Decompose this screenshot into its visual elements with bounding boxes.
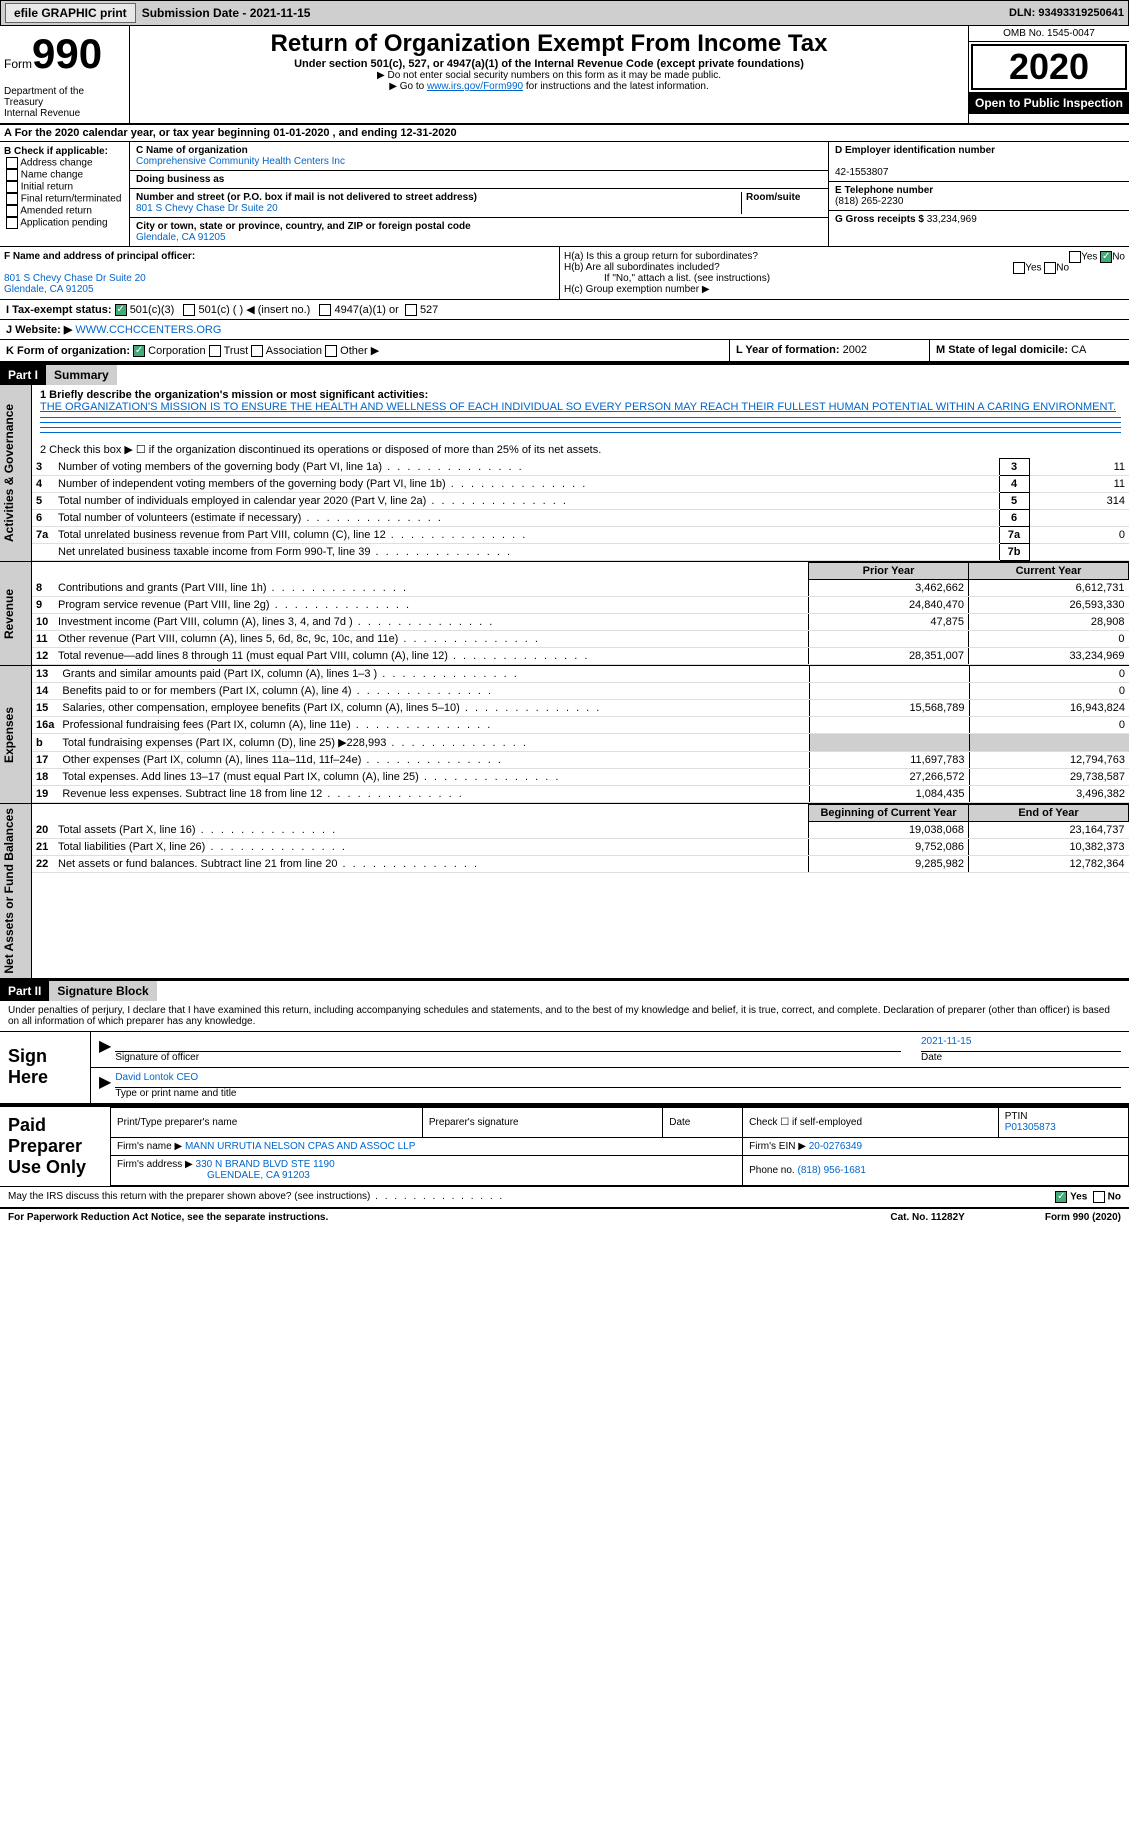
sign-here-label: Sign Here [0,1032,90,1103]
sidebar-revenue: Revenue [0,562,18,665]
page-footer: For Paperwork Reduction Act Notice, see … [0,1207,1129,1226]
year-box: OMB No. 1545-0047 2020 Open to Public In… [969,26,1129,123]
col-d-e-g: D Employer identification number42-15538… [829,142,1129,246]
org-name: Comprehensive Community Health Centers I… [136,156,345,167]
expenses-table: 13Grants and similar amounts paid (Part … [32,666,1129,803]
cb-address[interactable]: Address change [6,157,125,169]
line-k: K Form of organization: Corporation Trus… [0,340,729,361]
sig-date: 2021-11-15 [921,1036,1121,1052]
form-title-area: Return of Organization Exempt From Incom… [130,26,969,123]
governance-table: 3Number of voting members of the governi… [32,458,1129,561]
cb-pending[interactable]: Application pending [6,217,125,229]
irs-discuss-row: May the IRS discuss this return with the… [0,1186,1129,1207]
section-b-to-g: B Check if applicable: Address change Na… [0,142,1129,247]
tax-year: 2020 [971,44,1127,90]
cb-501c3[interactable] [115,304,127,316]
subtitle-3: ▶ Go to www.irs.gov/Form990 for instruct… [140,81,958,92]
paid-preparer-label: Paid Preparer Use Only [0,1107,110,1186]
line-a: A For the 2020 calendar year, or tax yea… [0,125,1129,142]
cb-initial[interactable]: Initial return [6,181,125,193]
top-toolbar: efile GRAPHIC print Submission Date - 20… [0,0,1129,26]
officer-address: 801 S Chevy Chase Dr Suite 20 Glendale, … [4,273,146,295]
submission-label: Submission Date - 2021-11-15 [142,6,311,20]
cb-name[interactable]: Name change [6,169,125,181]
officer-info: F Name and address of principal officer:… [0,247,560,299]
net-assets-table: Beginning of Current YearEnd of Year 20T… [32,804,1129,873]
line-l: L Year of formation: 2002 [729,340,929,361]
officer-name: David Lontok CEO [115,1072,1121,1088]
efile-button[interactable]: efile GRAPHIC print [5,3,136,23]
cb-amended[interactable]: Amended return [6,205,125,217]
dln-label: DLN: 93493319250641 [1009,7,1124,19]
irs-link[interactable]: www.irs.gov/Form990 [427,81,523,92]
phone: (818) 265-2230 [835,196,903,207]
form-title: Return of Organization Exempt From Incom… [140,30,958,58]
part2-header: Part II [0,981,49,1001]
paid-preparer-table: Print/Type preparer's namePreparer's sig… [110,1107,1129,1186]
section-f-h: F Name and address of principal officer:… [0,247,1129,300]
cb-final[interactable]: Final return/terminated [6,193,125,205]
ein: 42-1553807 [835,167,888,178]
signature-declaration: Under penalties of perjury, I declare th… [0,1001,1129,1031]
line-m: M State of legal domicile: CA [929,340,1129,361]
col-c-org-info: C Name of organizationComprehensive Comm… [130,142,829,246]
subtitle-2: ▶ Do not enter social security numbers o… [140,70,958,81]
website-link[interactable]: WWW.CCHCCENTERS.ORG [75,324,221,336]
col-b-checkboxes: B Check if applicable: Address change Na… [0,142,130,246]
revenue-table: Prior YearCurrent Year 8Contributions an… [32,562,1129,665]
gross-receipts: 33,234,969 [927,214,977,225]
sidebar-expenses: Expenses [0,666,18,803]
line-i: I Tax-exempt status: 501(c)(3) 501(c) ( … [0,300,1129,320]
sidebar-net: Net Assets or Fund Balances [0,804,18,978]
line-2: 2 Check this box ▶ ☐ if the organization… [32,441,1129,458]
part1-header: Part I [0,365,46,385]
form-identifier: Form990 Department of the Treasury Inter… [0,26,130,123]
sidebar-governance: Activities & Governance [0,385,18,561]
subtitle-1: Under section 501(c), 527, or 4947(a)(1)… [140,58,958,70]
org-street: 801 S Chevy Chase Dr Suite 20 [136,203,278,214]
open-inspection: Open to Public Inspection [969,92,1129,114]
omb-number: OMB No. 1545-0047 [969,26,1129,42]
dept-label: Department of the Treasury Internal Reve… [4,86,125,119]
line-j: J Website: ▶ WWW.CCHCCENTERS.ORG [0,320,1129,340]
mission-block: 1 Briefly describe the organization's mi… [32,385,1129,441]
form-header: Form990 Department of the Treasury Inter… [0,26,1129,125]
mission-text: THE ORGANIZATION'S MISSION IS TO ENSURE … [40,401,1116,413]
org-city: Glendale, CA 91205 [136,232,226,243]
